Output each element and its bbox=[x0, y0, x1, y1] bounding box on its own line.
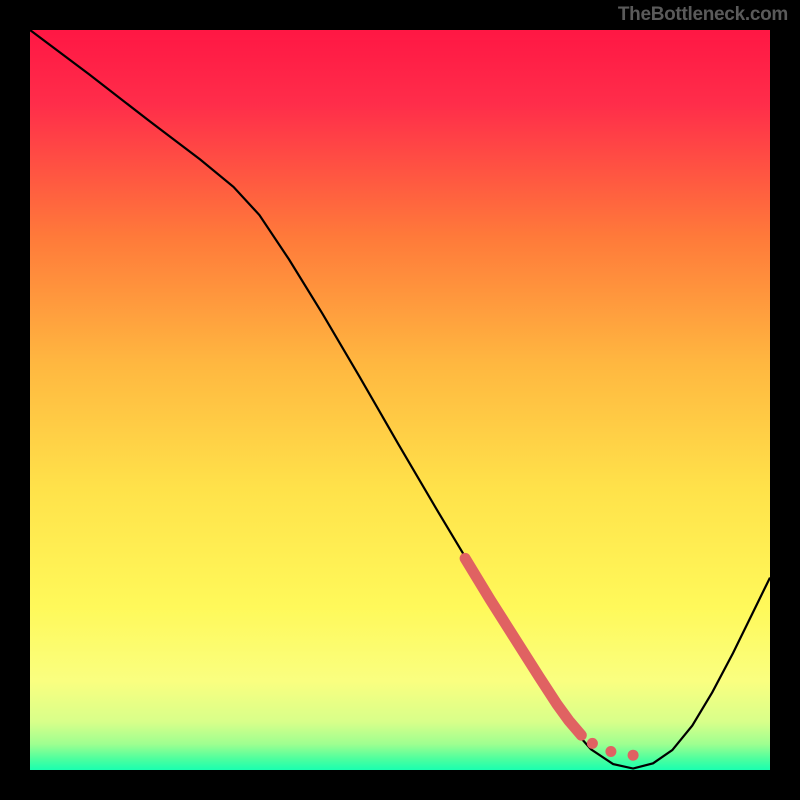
chart-container: TheBottleneck.com bbox=[0, 0, 800, 800]
highlight-dot bbox=[628, 750, 639, 761]
plot-area bbox=[30, 30, 770, 770]
chart-svg bbox=[30, 30, 770, 770]
watermark-text: TheBottleneck.com bbox=[618, 4, 788, 26]
gradient-background bbox=[30, 30, 770, 770]
highlight-dot bbox=[605, 746, 616, 757]
highlight-dot bbox=[587, 738, 598, 749]
